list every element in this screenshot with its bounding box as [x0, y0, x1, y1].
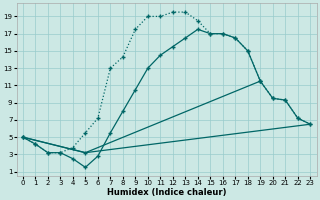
X-axis label: Humidex (Indice chaleur): Humidex (Indice chaleur) [107, 188, 226, 197]
